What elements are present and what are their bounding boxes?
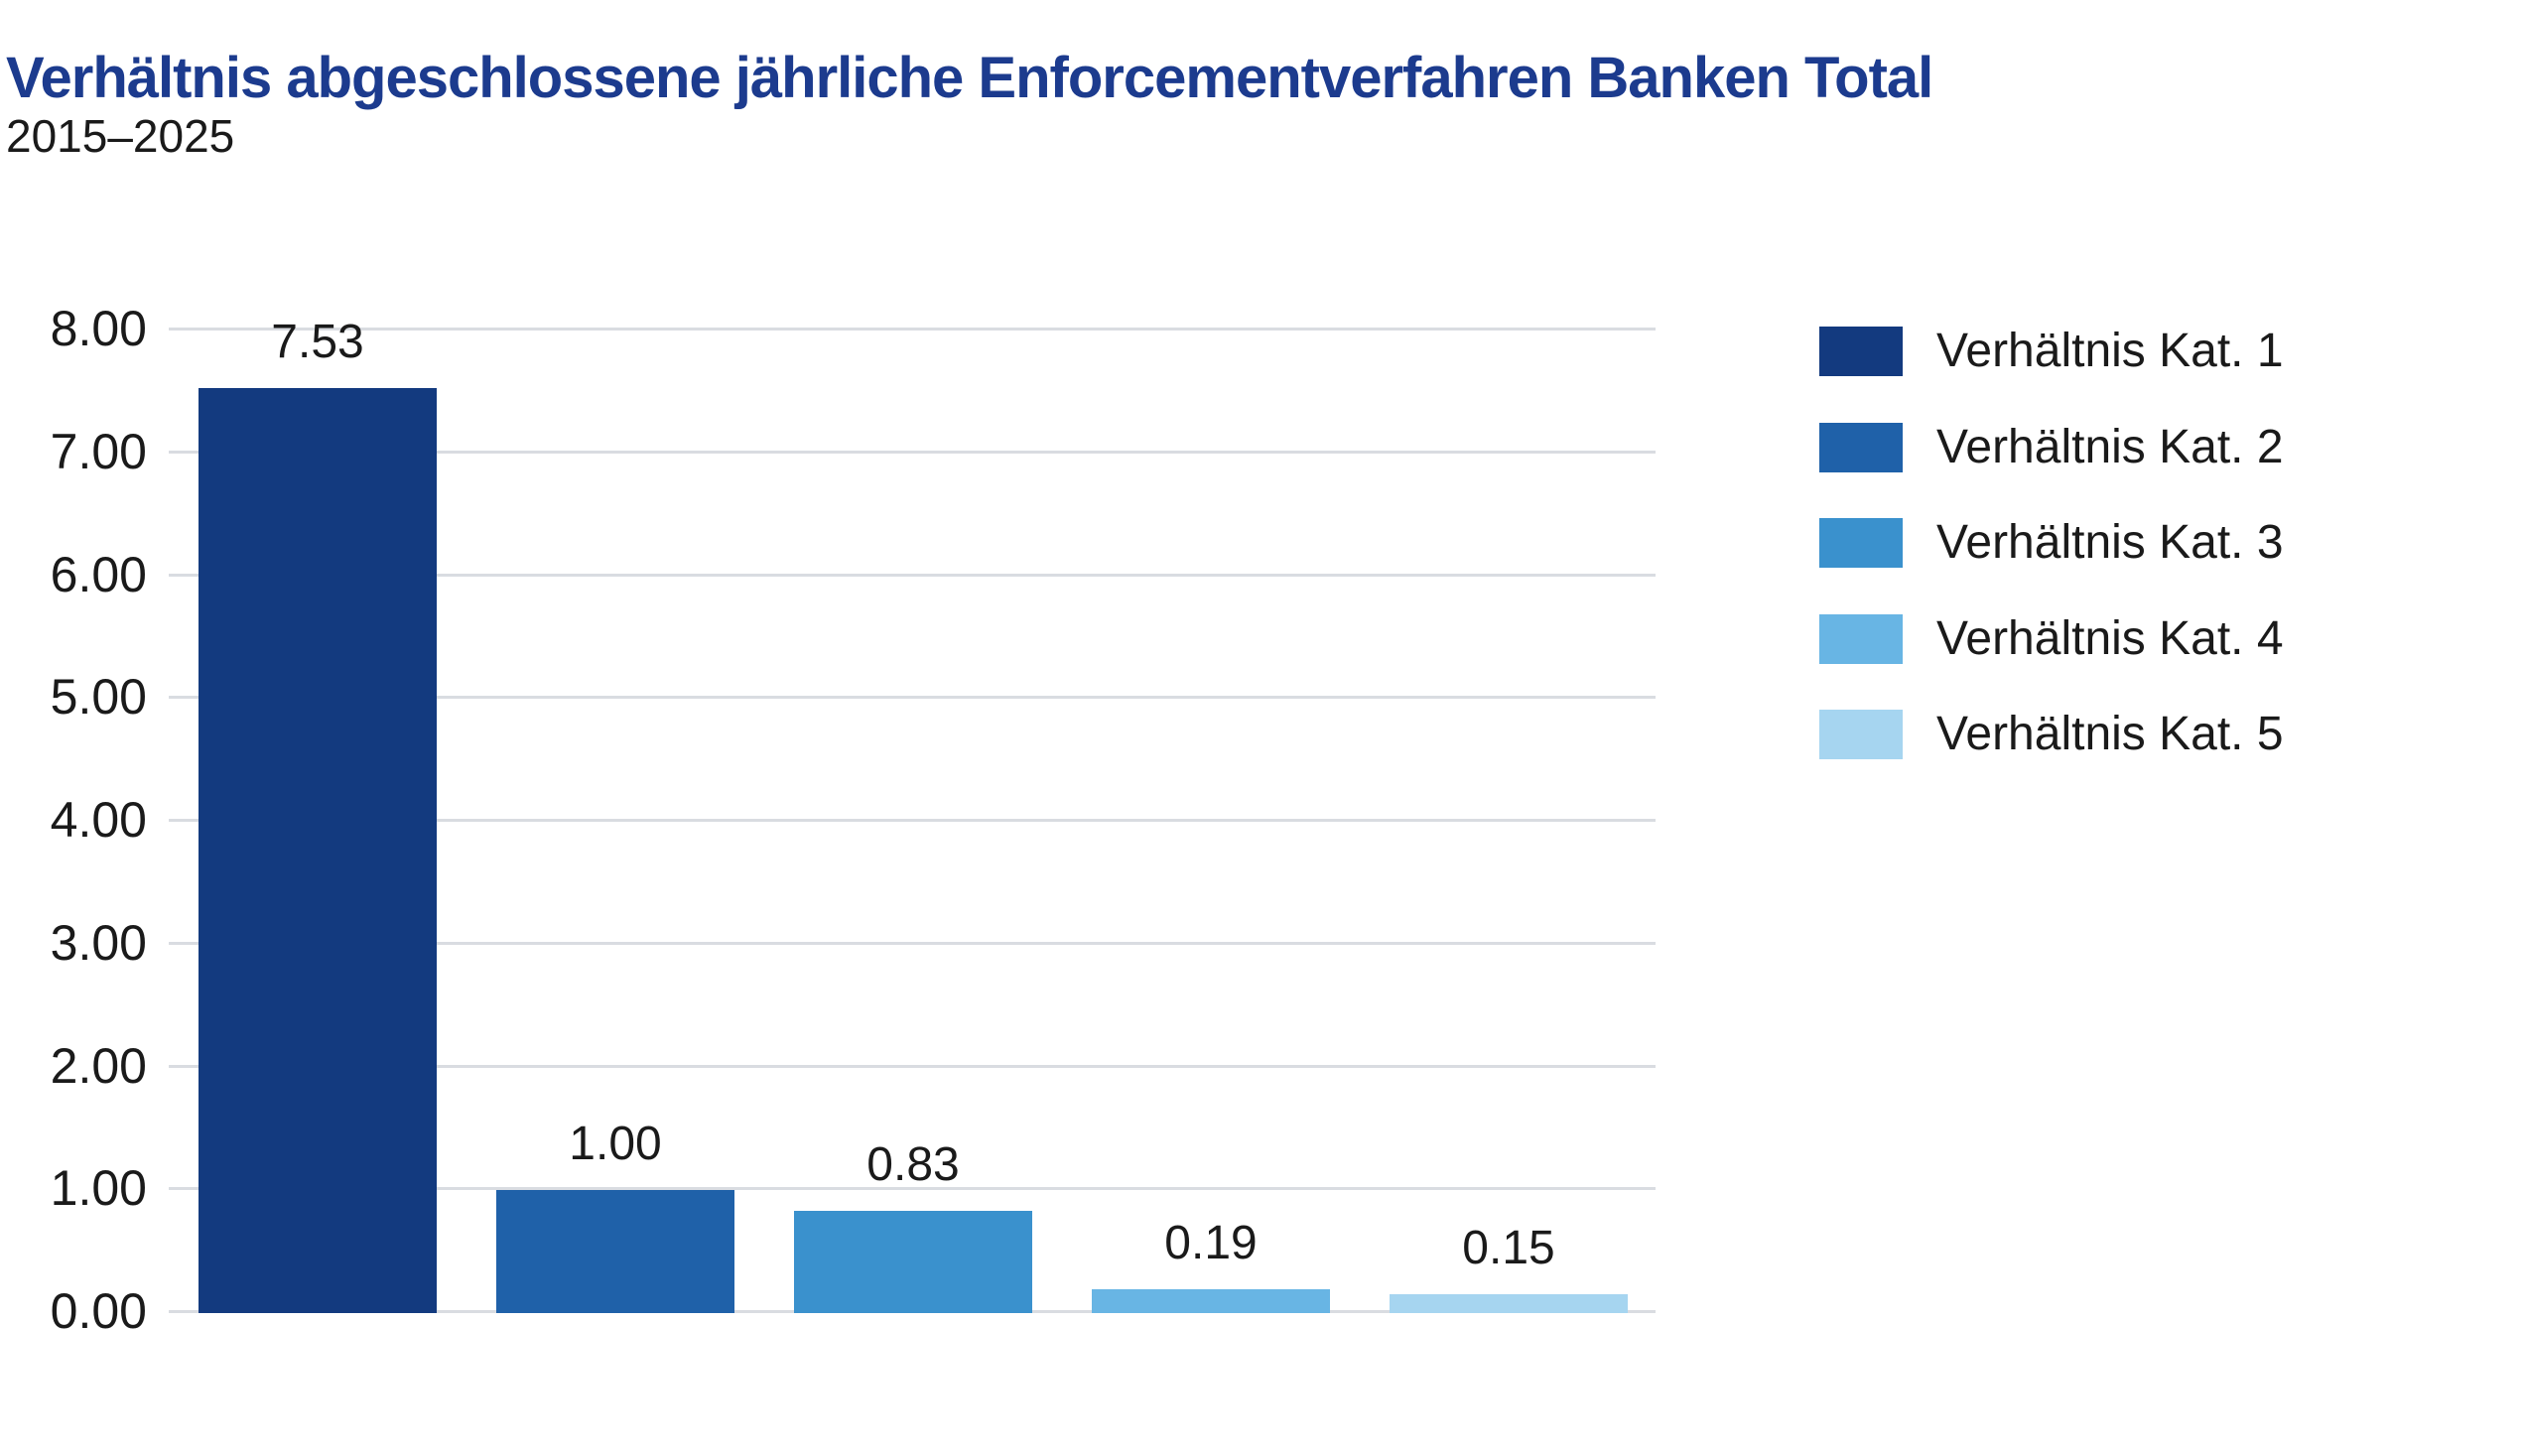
bar-value-label: 0.19 bbox=[1164, 1217, 1258, 1269]
gridline bbox=[169, 941, 1656, 945]
legend-label: Verhältnis Kat. 5 bbox=[1936, 708, 2284, 760]
gridline bbox=[169, 328, 1656, 331]
bar-value-label: 0.15 bbox=[1462, 1222, 1555, 1274]
legend-label: Verhältnis Kat. 4 bbox=[1936, 611, 2284, 665]
bar bbox=[1390, 1294, 1628, 1313]
legend-item: Verhältnis Kat. 4 bbox=[1819, 611, 2284, 665]
bar bbox=[199, 388, 437, 1313]
legend-item: Verhältnis Kat. 5 bbox=[1819, 710, 2284, 759]
gridline bbox=[169, 696, 1656, 700]
legend-swatch bbox=[1819, 518, 1903, 568]
legend-label: Verhältnis Kat. 2 bbox=[1936, 420, 2284, 473]
y-axis-label: 2.00 bbox=[50, 1037, 147, 1094]
legend-swatch bbox=[1819, 613, 1903, 664]
bar-value-label: 0.83 bbox=[866, 1138, 960, 1191]
y-axis-label: 8.00 bbox=[50, 301, 147, 356]
gridline bbox=[169, 1187, 1656, 1191]
y-axis-label: 4.00 bbox=[50, 792, 147, 848]
legend-item: Verhältnis Kat. 3 bbox=[1819, 518, 2284, 568]
chart-title: Verhältnis abgeschlossene jährliche Enfo… bbox=[6, 45, 1933, 110]
gridline bbox=[169, 573, 1656, 577]
legend-item: Verhältnis Kat. 1 bbox=[1819, 327, 2284, 376]
legend-label: Verhältnis Kat. 3 bbox=[1936, 516, 2284, 569]
bar-value-label: 1.00 bbox=[569, 1118, 662, 1170]
legend-swatch bbox=[1819, 327, 1903, 376]
gridline bbox=[169, 819, 1656, 822]
legend-label: Verhältnis Kat. 1 bbox=[1936, 325, 2284, 377]
bar bbox=[794, 1211, 1032, 1313]
y-axis-label: 0.00 bbox=[50, 1283, 147, 1339]
gridline bbox=[169, 1064, 1656, 1068]
legend-item: Verhältnis Kat. 2 bbox=[1819, 420, 2284, 473]
legend-swatch bbox=[1819, 710, 1903, 759]
bar bbox=[1092, 1289, 1330, 1313]
gridline bbox=[169, 450, 1656, 454]
y-axis-label: 5.00 bbox=[50, 669, 147, 726]
y-axis-label: 7.00 bbox=[50, 423, 147, 479]
y-axis-label: 1.00 bbox=[50, 1160, 147, 1217]
bar bbox=[496, 1190, 734, 1313]
chart-subtitle: 2015–2025 bbox=[6, 110, 235, 162]
bar-value-label: 7.53 bbox=[271, 316, 364, 368]
legend-swatch bbox=[1819, 422, 1903, 472]
y-axis-label: 3.00 bbox=[50, 914, 147, 971]
y-axis-label: 6.00 bbox=[50, 546, 147, 602]
